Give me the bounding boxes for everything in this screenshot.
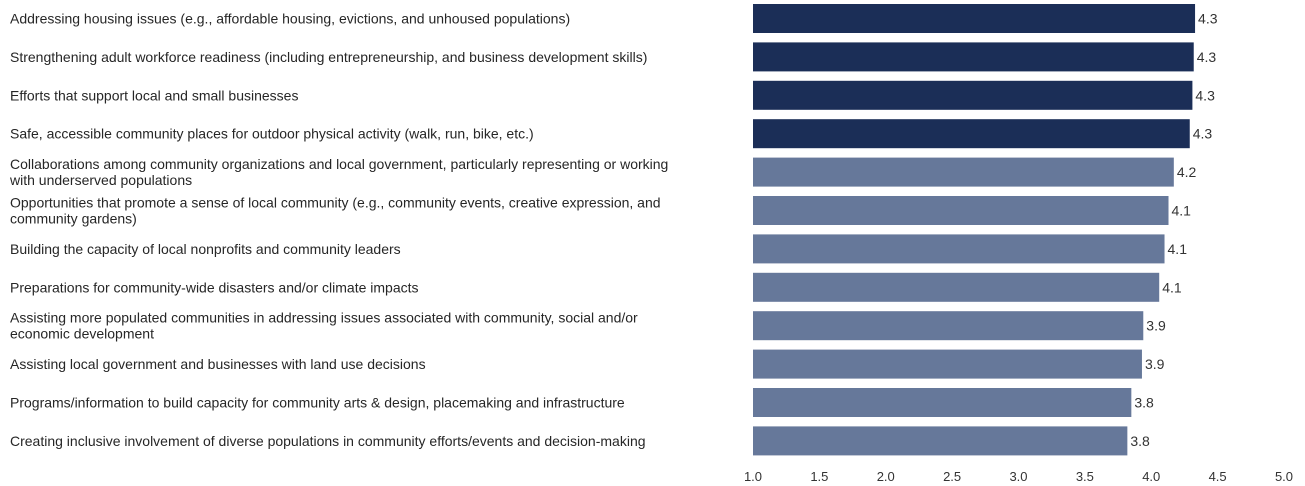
category-label-6: Opportunities that promote a sense of lo… <box>10 195 661 227</box>
category-label-line: community gardens) <box>10 211 137 227</box>
category-label-line: Assisting local government and businesse… <box>10 356 426 372</box>
value-label-5: 4.2 <box>1177 164 1197 180</box>
category-label-3: Efforts that support local and small bus… <box>10 87 298 103</box>
bars <box>753 4 1196 456</box>
bar-6 <box>753 196 1169 225</box>
x-axis: 1.0 1.5 2.0 2.5 3.0 3.5 4.0 4.5 5.0 <box>744 469 1293 484</box>
bar-1 <box>753 4 1196 33</box>
x-tick-label: 1.5 <box>810 469 828 484</box>
category-label-7: Building the capacity of local nonprofit… <box>10 241 401 257</box>
bar-7 <box>753 234 1165 264</box>
category-label-1: Addressing housing issues (e.g., afforda… <box>10 11 570 27</box>
bar-9 <box>753 311 1144 341</box>
category-label-line: Programs/information to build capacity f… <box>10 395 625 411</box>
value-label-9: 3.9 <box>1146 318 1166 334</box>
bar-5 <box>753 157 1174 187</box>
value-label-10: 3.9 <box>1145 356 1165 372</box>
category-label-9: Assisting more populated communities in … <box>10 310 638 342</box>
category-label-line: Efforts that support local and small bus… <box>10 87 298 103</box>
value-label-7: 4.1 <box>1168 241 1188 257</box>
category-labels: Addressing housing issues (e.g., afforda… <box>9 11 668 449</box>
value-label-12: 3.8 <box>1130 433 1150 449</box>
value-label-11: 3.8 <box>1134 395 1154 411</box>
bar-10 <box>753 349 1142 379</box>
category-label-line: Opportunities that promote a sense of lo… <box>10 195 661 211</box>
category-label-11: Programs/information to build capacity f… <box>10 395 625 411</box>
x-tick-label: 3.5 <box>1076 469 1094 484</box>
x-tick-label: 3.0 <box>1009 469 1027 484</box>
x-tick-label: 2.5 <box>943 469 961 484</box>
category-label-5: Collaborations among community organizat… <box>9 156 668 188</box>
category-label-line: economic development <box>10 326 154 342</box>
category-label-line: Assisting more populated communities in … <box>10 310 638 326</box>
x-tick-label: 2.0 <box>877 469 895 484</box>
value-label-6: 4.1 <box>1172 203 1192 219</box>
bar-12 <box>753 426 1128 456</box>
bar-2 <box>753 42 1194 72</box>
category-label-line: Strengthening adult workforce readiness … <box>10 49 647 65</box>
value-label-2: 4.3 <box>1197 49 1217 65</box>
bar-8 <box>753 272 1160 302</box>
value-label-4: 4.3 <box>1193 126 1213 142</box>
value-label-8: 4.1 <box>1162 279 1182 295</box>
category-label-10: Assisting local government and businesse… <box>10 356 426 372</box>
category-label-4: Safe, accessible community places for ou… <box>10 126 534 142</box>
category-label-12: Creating inclusive involvement of divers… <box>10 433 646 449</box>
value-labels: 4.3 4.3 4.3 4.3 4.2 4.1 4.1 4.1 3.9 3.9 3.8 3.8 <box>1130 11 1217 449</box>
value-label-3: 4.3 <box>1195 87 1215 103</box>
category-label-2: Strengthening adult workforce readiness … <box>10 49 647 65</box>
bar-3 <box>753 80 1193 110</box>
bar-4 <box>753 119 1190 149</box>
x-tick-label: 1.0 <box>744 469 762 484</box>
x-tick-label: 4.5 <box>1209 469 1227 484</box>
category-label-line: Building the capacity of local nonprofit… <box>10 241 401 257</box>
category-label-line: Collaborations among community organizat… <box>10 156 668 172</box>
value-label-1: 4.3 <box>1198 11 1218 27</box>
category-label-8: Preparations for community-wide disaster… <box>10 279 419 295</box>
category-label-line: Addressing housing issues (e.g., afforda… <box>10 11 570 27</box>
category-label-line: Creating inclusive involvement of divers… <box>10 433 646 449</box>
x-tick-label: 5.0 <box>1275 469 1293 484</box>
category-label-line: with underserved populations <box>9 172 192 188</box>
x-tick-label: 4.0 <box>1142 469 1160 484</box>
category-label-line: Preparations for community-wide disaster… <box>10 279 419 295</box>
bar-11 <box>753 388 1132 417</box>
category-label-line: Safe, accessible community places for ou… <box>10 126 534 142</box>
